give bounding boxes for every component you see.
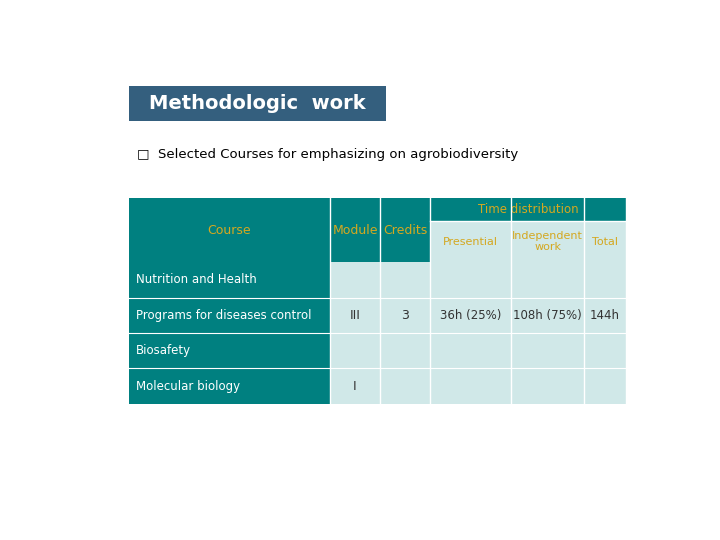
Text: Time distribution: Time distribution — [477, 203, 578, 216]
FancyBboxPatch shape — [431, 298, 511, 333]
FancyBboxPatch shape — [330, 333, 380, 368]
Text: Total: Total — [592, 237, 618, 247]
FancyBboxPatch shape — [129, 298, 330, 333]
FancyBboxPatch shape — [330, 368, 380, 404]
Text: Presential: Presential — [444, 237, 498, 247]
FancyBboxPatch shape — [380, 298, 431, 333]
Text: III: III — [350, 309, 361, 322]
FancyBboxPatch shape — [511, 221, 584, 262]
FancyBboxPatch shape — [584, 262, 626, 298]
FancyBboxPatch shape — [129, 368, 330, 404]
FancyBboxPatch shape — [380, 333, 431, 368]
Text: Module: Module — [333, 224, 378, 237]
FancyBboxPatch shape — [511, 298, 584, 333]
FancyBboxPatch shape — [330, 298, 380, 333]
FancyBboxPatch shape — [129, 198, 626, 221]
FancyBboxPatch shape — [431, 221, 511, 262]
FancyBboxPatch shape — [584, 368, 626, 404]
FancyBboxPatch shape — [431, 262, 511, 298]
Text: I: I — [354, 380, 357, 393]
Text: Molecular biology: Molecular biology — [136, 380, 240, 393]
FancyBboxPatch shape — [129, 85, 386, 121]
FancyBboxPatch shape — [380, 262, 431, 298]
Text: 108h (75%): 108h (75%) — [513, 309, 582, 322]
Text: Nutrition and Health: Nutrition and Health — [136, 273, 256, 287]
Text: 36h (25%): 36h (25%) — [440, 309, 502, 322]
FancyBboxPatch shape — [129, 221, 626, 262]
FancyBboxPatch shape — [431, 368, 511, 404]
FancyBboxPatch shape — [431, 333, 511, 368]
FancyBboxPatch shape — [511, 262, 584, 298]
FancyBboxPatch shape — [584, 221, 626, 262]
FancyBboxPatch shape — [129, 262, 330, 298]
Text: □  Selected Courses for emphasizing on agrobiodiversity: □ Selected Courses for emphasizing on ag… — [138, 148, 518, 161]
FancyBboxPatch shape — [584, 298, 626, 333]
FancyBboxPatch shape — [511, 368, 584, 404]
FancyBboxPatch shape — [511, 333, 584, 368]
Text: Biosafety: Biosafety — [136, 344, 191, 357]
FancyBboxPatch shape — [129, 333, 330, 368]
Text: Methodologic  work: Methodologic work — [149, 94, 366, 113]
Text: Credits: Credits — [383, 224, 428, 237]
Text: Course: Course — [207, 224, 251, 237]
Text: 3: 3 — [401, 309, 409, 322]
FancyBboxPatch shape — [584, 333, 626, 368]
FancyBboxPatch shape — [380, 368, 431, 404]
FancyBboxPatch shape — [330, 262, 380, 298]
Text: 144h: 144h — [590, 309, 620, 322]
Text: Programs for diseases control: Programs for diseases control — [136, 309, 311, 322]
Text: Independent
work: Independent work — [512, 231, 583, 252]
